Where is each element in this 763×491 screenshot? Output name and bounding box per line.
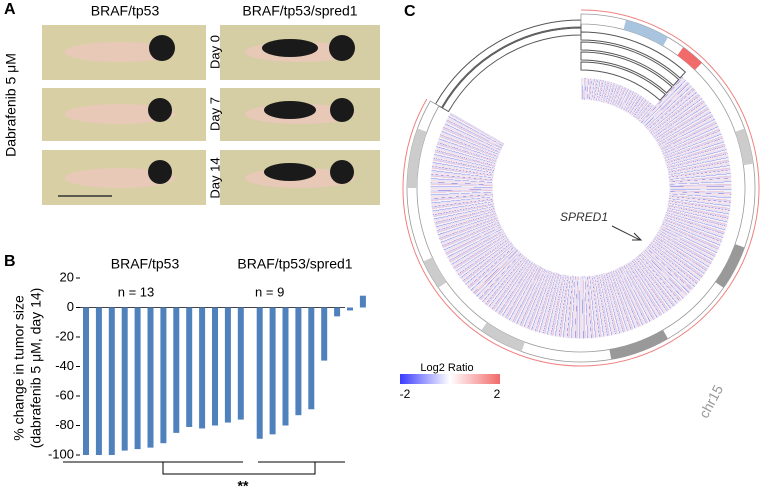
panel-label: A [4, 1, 16, 18]
track [580, 41, 680, 87]
chromosome-block [423, 257, 447, 288]
track [580, 51, 673, 94]
bar [256, 307, 263, 439]
chromosome-block [407, 128, 427, 188]
bar [95, 307, 102, 455]
significance: ** [238, 478, 249, 491]
row-label: Day 14 [207, 157, 222, 198]
row-label: Day 7 [207, 97, 222, 131]
bar [347, 307, 353, 311]
group-label: BRAF/tp53 [111, 256, 180, 272]
bar [295, 307, 302, 416]
bar [224, 307, 231, 423]
gene-label: SPRED1 [560, 210, 608, 224]
bar [186, 307, 193, 427]
y-tick-label: -40 [55, 358, 74, 373]
bar [321, 307, 328, 361]
bar [308, 307, 315, 410]
bar [334, 307, 341, 317]
bar [134, 307, 141, 450]
arrow [611, 225, 643, 241]
y-axis-title: (dabrafenib 5 μM, day 14) [28, 288, 44, 449]
panel-label: B [4, 253, 16, 270]
y-tick-label: -80 [55, 417, 74, 432]
bar [83, 307, 89, 455]
treatment-label: Dabrafenib 5 μM [3, 53, 19, 157]
column-header: BRAF/tp53/spred1 [242, 3, 357, 19]
gap-mask [581, 33, 685, 107]
chromosome-block [715, 244, 745, 288]
n-label: n = 9 [255, 284, 284, 299]
y-tick-label: -20 [55, 328, 74, 343]
n-label: n = 13 [118, 284, 155, 299]
bar [359, 295, 366, 308]
legend-min: -2 [400, 387, 411, 401]
group-label: BRAF/tp53/spred1 [237, 256, 352, 272]
bar [121, 307, 128, 451]
y-tick-label: 20 [60, 269, 74, 284]
photos [42, 25, 380, 205]
bar [160, 307, 167, 444]
circos-plot [402, 9, 760, 367]
outer-ring [402, 9, 760, 367]
legend-max: 2 [494, 387, 501, 401]
chromosome-block [677, 47, 702, 71]
legend-title: Log2 Ratio [420, 362, 473, 374]
track [441, 27, 582, 113]
chromosome-ring [406, 13, 756, 363]
y-tick-label: -60 [55, 387, 74, 402]
legend-gradient [400, 374, 500, 384]
chromosome-block [481, 322, 525, 352]
chromosome-block [609, 330, 668, 360]
bar [173, 307, 180, 433]
bar [282, 307, 289, 426]
gap-mask [446, 33, 581, 146]
bar [269, 307, 276, 435]
row-label: Day 0 [207, 35, 222, 69]
chromosome-label: chr15 [696, 382, 727, 421]
track [580, 61, 667, 102]
panel-label: C [404, 3, 416, 20]
chromosome-block [735, 128, 754, 166]
y-tick-label: -100 [48, 446, 74, 461]
bar [199, 307, 206, 429]
y-axis-title: % change in tumor size [11, 295, 27, 441]
bar [108, 307, 115, 455]
bar-chart: B % change in tumor size (dabrafenib 5 μ… [4, 253, 366, 491]
bar [147, 307, 154, 448]
y-tick-label: 0 [67, 299, 74, 314]
brackets [63, 461, 345, 475]
column-header: BRAF/tp53 [91, 3, 160, 19]
track [580, 31, 687, 79]
bar [237, 307, 244, 420]
bar [212, 307, 218, 426]
chromosome-block [623, 19, 668, 46]
